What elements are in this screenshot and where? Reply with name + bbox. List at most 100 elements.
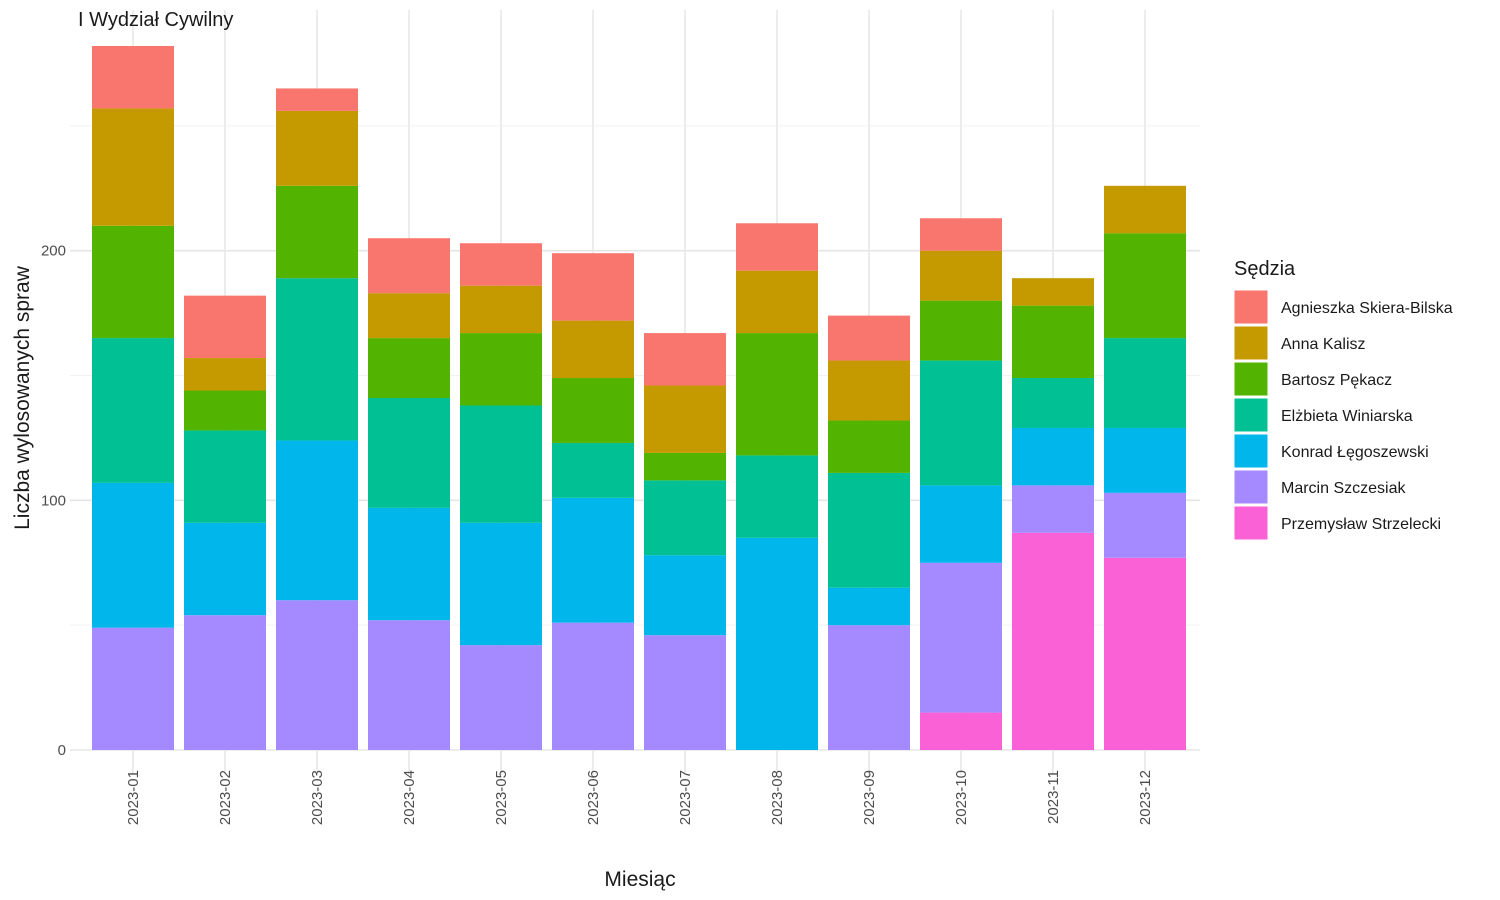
bar-segment — [644, 452, 726, 481]
bar-segment — [1104, 492, 1186, 558]
y-axis-title: Liczba wylosowanych spraw — [11, 265, 34, 530]
x-tick-label: 2023-03 — [309, 770, 326, 825]
y-tick-label: 200 — [41, 243, 66, 260]
bar-segment — [1104, 557, 1186, 750]
bar-segment — [92, 108, 174, 226]
bar-segment — [552, 378, 634, 443]
bar-segment — [92, 482, 174, 628]
bar-segment — [920, 218, 1002, 251]
legend-swatch — [1233, 397, 1269, 433]
legend-label: Elżbieta Winiarska — [1281, 408, 1413, 425]
legend-items: Agnieszka Skiera-Bilska Anna Kalisz Bartos… — [1233, 289, 1453, 541]
bar-segment — [644, 333, 726, 386]
x-tick-label: 2023-08 — [769, 770, 786, 825]
bar-segment — [1012, 532, 1094, 750]
legend-swatch — [1233, 469, 1269, 505]
bar-segment — [276, 600, 358, 750]
y-tick-label: 100 — [41, 492, 66, 509]
legend-label: Bartosz Pękacz — [1281, 372, 1392, 389]
bar-segment — [92, 338, 174, 483]
bar-segment — [920, 300, 1002, 361]
bar-segment — [920, 250, 1002, 301]
legend-swatch — [1233, 361, 1269, 397]
bar-segment — [644, 635, 726, 750]
legend-label: Konrad Łęgoszewski — [1281, 444, 1429, 461]
legend-swatch — [1233, 325, 1269, 361]
bar-segment — [460, 645, 542, 750]
legend: Sędzia Agnieszka Skiera-Bilska Anna Kalis… — [1233, 258, 1453, 541]
x-tick-label: 2023-01 — [125, 770, 142, 825]
bar-segment — [736, 270, 818, 334]
chart-title: I Wydział Cywilny — [78, 9, 233, 31]
y-tick-label: 0 — [58, 742, 66, 759]
bar-segment — [368, 338, 450, 398]
bar-segment — [1104, 338, 1186, 428]
x-tick-label: 2023-11 — [1045, 770, 1062, 824]
bar-segment — [1012, 378, 1094, 428]
bar-segment — [828, 315, 910, 361]
bar-segment — [276, 278, 358, 441]
bar-segment — [460, 243, 542, 286]
legend-swatch — [1233, 289, 1269, 325]
x-tick-label: 2023-07 — [677, 770, 694, 825]
bar-segment — [552, 622, 634, 750]
bar-segment — [1104, 427, 1186, 493]
bar-segment — [460, 522, 542, 646]
bar-segment — [1012, 485, 1094, 533]
bar-segment — [184, 522, 266, 616]
bar-segment — [368, 238, 450, 294]
bar-segment — [1012, 305, 1094, 379]
legend-label: Marcin Szczesiak — [1281, 480, 1406, 497]
legend-swatch — [1233, 505, 1269, 541]
bar-segment — [184, 615, 266, 750]
bar-segment — [1104, 185, 1186, 234]
bar-segment — [552, 442, 634, 498]
bar-segment — [828, 472, 910, 588]
bar-segment — [552, 320, 634, 379]
bar-segment — [92, 225, 174, 339]
legend-label: Agnieszka Skiera-Bilska — [1281, 300, 1453, 317]
bar-segment — [276, 110, 358, 186]
bar-segment — [644, 555, 726, 636]
bar-segment — [276, 88, 358, 111]
bar-segment — [644, 480, 726, 556]
bar-segment — [184, 390, 266, 431]
bar-segment — [1012, 427, 1094, 486]
x-tick-label: 2023-12 — [1137, 770, 1154, 825]
bar-segment — [920, 485, 1002, 563]
axis-layer: 0 100 200 2023-01 2023-02 2023-03 2023-04 2023-… — [41, 243, 1154, 825]
bar-segment — [460, 285, 542, 334]
bar-segment — [368, 398, 450, 508]
bar-segment — [92, 627, 174, 750]
legend-swatch — [1233, 433, 1269, 469]
bar-segment — [552, 497, 634, 623]
bar-segment — [828, 420, 910, 473]
bar-segment — [644, 385, 726, 453]
bar-segment — [828, 625, 910, 750]
x-axis-title: Miesiąc — [604, 868, 675, 891]
legend-label: Przemysław Strzelecki — [1281, 516, 1441, 533]
x-tick-label: 2023-10 — [953, 770, 970, 825]
bar-segment — [184, 430, 266, 523]
legend-title: Sędzia — [1234, 258, 1296, 280]
bar-segment — [184, 295, 266, 359]
bar-segment — [368, 293, 450, 339]
legend-label: Anna Kalisz — [1281, 336, 1366, 353]
bar-segment — [276, 440, 358, 601]
bar-segment — [736, 537, 818, 750]
bar-segment — [368, 620, 450, 750]
x-tick-label: 2023-02 — [217, 770, 234, 825]
bar-segment — [92, 46, 174, 109]
x-tick-label: 2023-05 — [493, 770, 510, 825]
bars-layer — [92, 46, 1186, 750]
bar-segment — [460, 405, 542, 523]
x-tick-label: 2023-09 — [861, 770, 878, 825]
bar-segment — [552, 253, 634, 321]
bar-segment — [460, 333, 542, 406]
bar-segment — [736, 223, 818, 271]
x-tick-label: 2023-04 — [401, 770, 418, 825]
bar-segment — [184, 358, 266, 391]
bar-segment — [276, 185, 358, 279]
